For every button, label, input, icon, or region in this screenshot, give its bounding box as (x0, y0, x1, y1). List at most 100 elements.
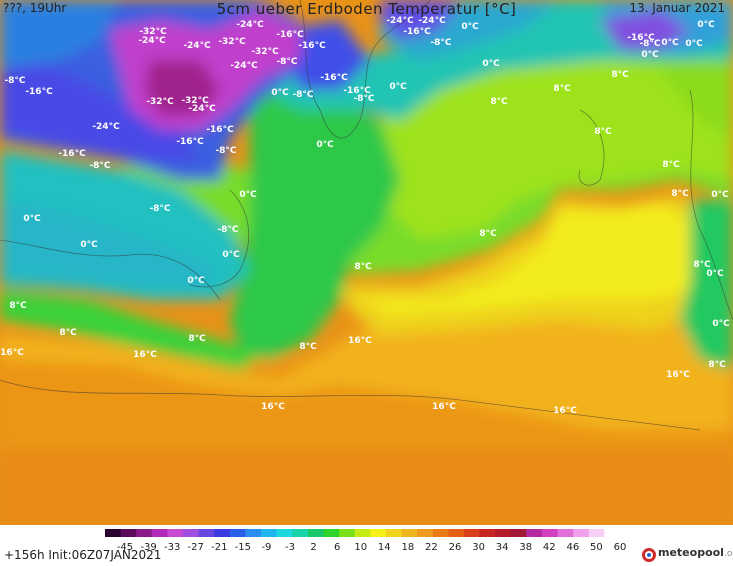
temperature-label: 16°C (0, 348, 24, 358)
temperature-label: -24°C (418, 16, 446, 26)
temperature-label: -8°C (215, 146, 236, 156)
temperature-label: 0°C (641, 50, 659, 60)
temperature-label: -24°C (92, 122, 120, 132)
meteopool-logo-icon (642, 548, 656, 562)
scale-tick-label: 42 (543, 542, 556, 553)
temperature-label: 16°C (261, 402, 285, 412)
scale-color-swatch (354, 529, 371, 537)
scale-tick-label: 60 (614, 542, 627, 553)
scale-tick-label: 6 (334, 542, 340, 553)
scale-tick-label: 34 (496, 542, 509, 553)
scale-color-swatch (448, 529, 465, 537)
scale-color-swatch (183, 529, 200, 537)
temperature-label: 0°C (661, 38, 679, 48)
temperature-label: -24°C (230, 61, 258, 71)
temperature-label: 16°C (666, 370, 690, 380)
temperature-label: 8°C (611, 70, 629, 80)
temperature-label: -8°C (292, 90, 313, 100)
scale-tick-label: 18 (401, 542, 414, 553)
scale-color-swatch (323, 529, 340, 537)
scale-tick-label: -9 (261, 542, 271, 553)
scale-color-swatch (229, 529, 246, 537)
scale-tick-label: -33 (164, 542, 180, 553)
scale-color-swatch (401, 529, 418, 537)
init-time: +156h Init:06Z07JAN2021 (4, 548, 162, 562)
temperature-label: -16°C (276, 30, 304, 40)
temperature-label: -8°C (353, 94, 374, 104)
temperature-label: -16°C (343, 86, 371, 96)
temperature-label: -8°C (89, 161, 110, 171)
scale-tick-label: 26 (449, 542, 462, 553)
scale-color-swatch (604, 529, 621, 537)
temperature-label: 8°C (662, 160, 680, 170)
temperature-label: -16°C (403, 27, 431, 37)
temperature-label: -16°C (320, 73, 348, 83)
scale-color-swatch (370, 529, 387, 537)
scale-color-swatch (136, 529, 153, 537)
temperature-label: 0°C (316, 140, 334, 150)
scale-tick-label: 46 (566, 542, 579, 553)
scale-color-swatch (510, 529, 527, 537)
scale-color-swatch (479, 529, 496, 537)
temperature-label: 0°C (239, 190, 257, 200)
scale-color-swatch (214, 529, 231, 537)
isotherm-labels: -32°C-24°C -24°C -32°C-24°C-32°C-24°C-16°C… (0, 16, 730, 416)
temperature-label: 0°C (23, 214, 41, 224)
temperature-label: -32°C (218, 37, 246, 47)
scale-color-swatch (385, 529, 403, 537)
scale-color-swatch (151, 529, 168, 537)
temperature-label: -8°C (276, 57, 297, 67)
temperature-label: 0°C (461, 22, 479, 32)
color-scale-legend: -45 -39 -33 -27 -21 -15 -9 -3 2 6 10 14 18 22 26 30 34 38… (105, 529, 627, 553)
temperature-label: 8°C (299, 342, 317, 352)
map-title: 5cm ueber Erdboden Temperatur [°C] (216, 0, 517, 18)
scale-tick-label: -21 (211, 542, 227, 553)
scale-color-swatch (573, 529, 590, 537)
temperature-label: 16°C (133, 350, 157, 360)
temperature-label: 0°C (389, 82, 407, 92)
temperature-label: 8°C (708, 360, 726, 370)
temperature-label: 8°C (354, 262, 372, 272)
temperature-label: 8°C (9, 301, 27, 311)
scale-color-swatch (588, 529, 605, 537)
scale-tick-label: 22 (425, 542, 438, 553)
scale-color-swatch (557, 529, 574, 537)
temperature-label: -32°C (251, 47, 279, 57)
temperature-label: 8°C (188, 334, 206, 344)
temperature-label: -24°C (138, 36, 166, 46)
scale-color-swatch (276, 529, 293, 537)
scale-color-swatch (495, 529, 512, 537)
scale-tick-label: -3 (285, 542, 295, 553)
temperature-label: -24°C (236, 20, 264, 30)
temperature-label: 0°C (706, 269, 724, 279)
temperature-label: 8°C (671, 189, 689, 199)
scale-tick-label: 2 (310, 542, 316, 553)
temperature-label: 0°C (712, 319, 730, 329)
temperature-label: 0°C (187, 276, 205, 286)
scale-color-swatch (417, 529, 434, 537)
valid-date: 13. Januar 2021 (629, 1, 725, 15)
scale-tick-label: -45 (117, 542, 133, 553)
temperature-label: 0°C (80, 240, 98, 250)
temperature-label: 0°C (482, 59, 500, 69)
scale-color-swatch (432, 529, 449, 537)
temperature-label: -24°C (188, 104, 216, 114)
temperature-label: -16°C (25, 87, 53, 97)
scale-color-swatch (463, 529, 481, 537)
scale-color-swatch (261, 529, 278, 537)
temperature-label: 0°C (222, 250, 240, 260)
temperature-label: 0°C (697, 20, 715, 30)
temperature-label: 8°C (594, 127, 612, 137)
temperature-label: -8°C (639, 39, 660, 49)
scale-color-swatch (526, 529, 543, 537)
scale-tick-label: -27 (188, 542, 204, 553)
scale-color-swatch (307, 529, 324, 537)
temperature-label: -16°C (627, 33, 655, 43)
scale-color-swatch (339, 529, 356, 537)
temperature-label: -24°C (386, 16, 414, 26)
temperature-label: 8°C (693, 260, 711, 270)
temperature-label: -8°C (430, 38, 451, 48)
temperature-map: -32°C-24°C -24°C -32°C-24°C-32°C-24°C-16°C… (0, 0, 733, 525)
scale-color-swatch (292, 529, 309, 537)
temperature-label: 0°C (711, 190, 729, 200)
